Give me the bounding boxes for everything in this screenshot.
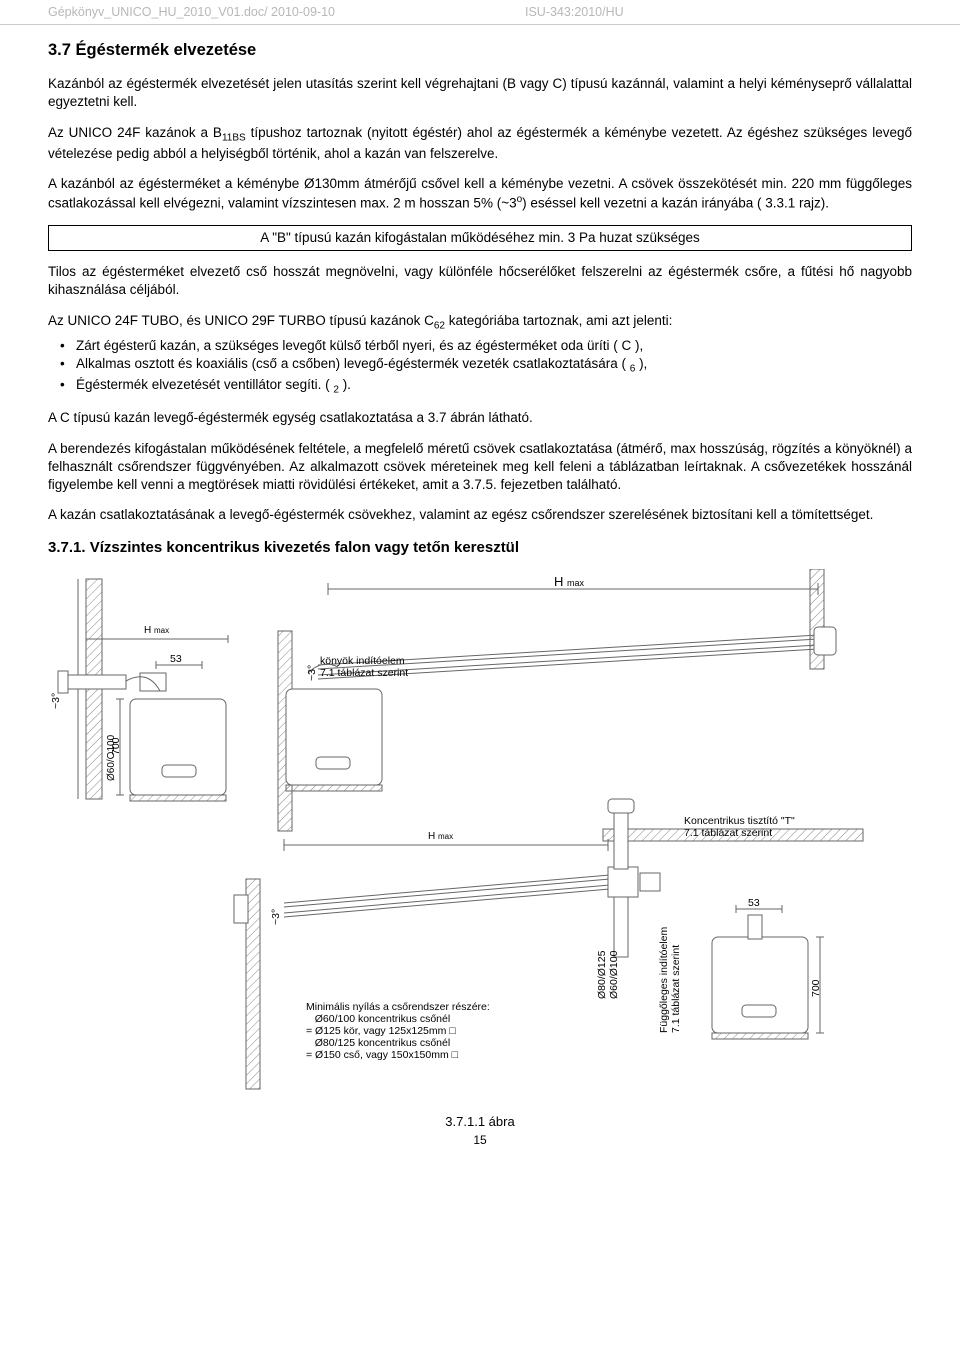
doc-code: ISU-343:2010/HU xyxy=(525,4,624,21)
bullet-3b: ). xyxy=(339,377,351,392)
angle-3: ~3° xyxy=(270,909,282,925)
dim-700-1: 700 xyxy=(110,737,122,755)
bullet-2a: Alkalmas osztott és koaxiális (cső a cső… xyxy=(76,356,630,371)
bullet-3: Égéstermék elvezetését ventillátor segít… xyxy=(48,376,912,397)
para-5a: Az UNICO 24F TUBO, és UNICO 29F TURBO tí… xyxy=(48,313,434,328)
angle-1: ~3° xyxy=(50,693,62,709)
tee-label: Koncentrikus tisztító "T" 7.1 táblázat s… xyxy=(684,815,795,839)
elbow-l2: 7.1 táblázat szerint xyxy=(320,667,408,679)
mo-l2: = Ø125 kör, vagy 125x125mm □ xyxy=(306,1025,456,1037)
para-1: Kazánból az égéstermék elvezetését jelen… xyxy=(48,75,912,111)
boxed-note: A "B" típusú kazán kifogástalan működésé… xyxy=(48,225,912,251)
tee-l1: Koncentrikus tisztító "T" xyxy=(684,815,795,827)
para-5b: kategóriába tartoznak, ami azt jelenti: xyxy=(445,313,672,328)
subsection-title: 3.7.1. Vízszintes koncentrikus kivezetés… xyxy=(48,538,912,558)
para-7: A berendezés kifogástalan működésének fe… xyxy=(48,440,912,495)
para-4: Tilos az égésterméket elvezető cső hossz… xyxy=(48,263,912,299)
doc-ref: Gépkönyv_UNICO_HU_2010_V01.doc/ 2010-09-… xyxy=(48,4,335,21)
section-title: 3.7 Égéstermék elvezetése xyxy=(48,39,912,61)
bullet-2b: ), xyxy=(635,356,647,371)
bullet-3a: Égéstermék elvezetését ventillátor segít… xyxy=(76,377,333,392)
bullet-2: Alkalmas osztott és koaxiális (cső a cső… xyxy=(48,355,912,376)
para-3b: ) eséssel kell vezetni a kazán irányába … xyxy=(522,196,829,211)
bullet-list: Zárt égésterű kazán, a szükséges levegőt… xyxy=(48,337,912,398)
bullet-1: Zárt égésterű kazán, a szükséges levegőt… xyxy=(48,337,912,355)
doc-header: Gépkönyv_UNICO_HU_2010_V01.doc/ 2010-09-… xyxy=(0,0,960,25)
elbow-label: könyök indítóelem 7.1 táblázat szerint xyxy=(320,655,408,679)
page-body: 3.7 Égéstermék elvezetése Kazánból az ég… xyxy=(0,39,960,1169)
angle-2: ~3° xyxy=(306,665,318,681)
vert-starter: Függőleges indítóelem 7.1 táblázat szeri… xyxy=(658,926,682,1032)
mo-title: Minimális nyílás a csőrendszer részére: xyxy=(306,1001,490,1013)
hmax-small-2: H max xyxy=(428,831,453,843)
hmax-top: H H maxmax xyxy=(554,575,584,590)
dia-vert-1: Ø80/Ø125 xyxy=(596,950,608,998)
tee-l2: 7.1 táblázat szerint xyxy=(684,827,772,839)
para-5: Az UNICO 24F TUBO, és UNICO 29F TURBO tí… xyxy=(48,312,912,333)
hmax-small-1: H max xyxy=(144,625,169,637)
para-2a: Az UNICO 24F kazánok a B xyxy=(48,125,222,140)
vs-l2: 7.1 táblázat szerint xyxy=(670,945,682,1033)
dim-700-2: 700 xyxy=(810,979,822,997)
min-opening-box: Minimális nyílás a csőrendszer részére: … xyxy=(306,1001,566,1061)
para-2-sub: 11BS xyxy=(222,132,246,143)
page-number: 15 xyxy=(48,1132,912,1148)
para-3: A kazánból az égésterméket a kéménybe Ø1… xyxy=(48,175,912,213)
para-8: A kazán csatlakoztatásának a levegő-égés… xyxy=(48,506,912,524)
mo-l3: Ø80/125 koncentrikus csőnél xyxy=(315,1037,450,1049)
dim-53-2: 53 xyxy=(748,897,760,909)
mo-l4: = Ø150 cső, vagy 150x150mm □ xyxy=(306,1049,458,1061)
para-5-sub: 62 xyxy=(434,320,445,331)
diagram: H H maxmax H max ~3° Ø60/O100 700 53 kön… xyxy=(48,569,912,1109)
dim-53-1: 53 xyxy=(170,653,182,665)
vs-l1: Függőleges indítóelem xyxy=(658,926,670,1032)
dia-vert-2: Ø60/Ø100 xyxy=(608,950,620,998)
mo-l1: Ø60/100 koncentrikus csőnél xyxy=(315,1013,450,1025)
para-6: A C típusú kazán levegő-égéstermék egysé… xyxy=(48,409,912,427)
elbow-l1: könyök indítóelem xyxy=(320,655,405,667)
para-2: Az UNICO 24F kazánok a B11BS típushoz ta… xyxy=(48,124,912,163)
figure-caption: 3.7.1.1 ábra xyxy=(48,1113,912,1131)
